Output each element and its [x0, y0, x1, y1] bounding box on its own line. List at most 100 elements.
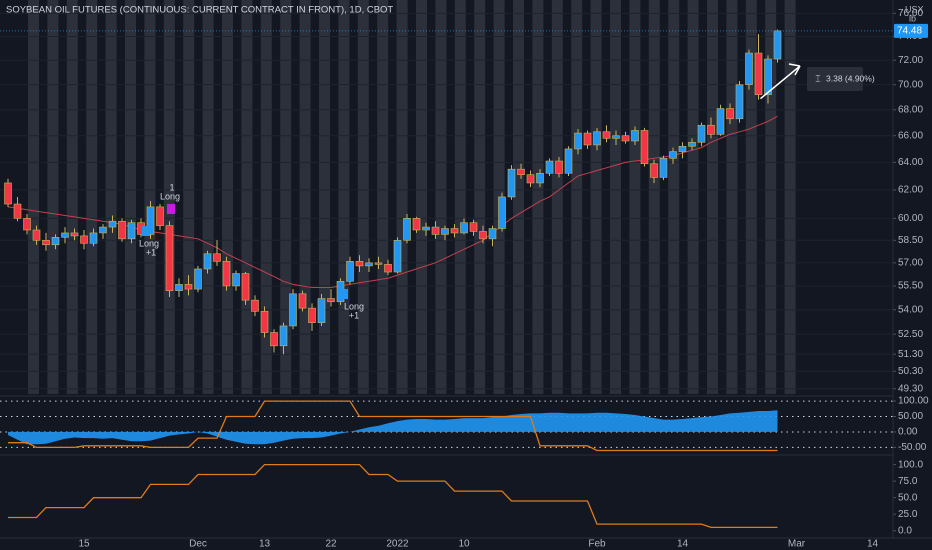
x-tick-label: 22 — [325, 539, 337, 550]
candle-body — [631, 130, 639, 142]
x-tick-label: Mar — [788, 539, 806, 550]
session-band — [784, 0, 796, 394]
session-band — [532, 0, 544, 394]
y-tick-label: 50.00 — [898, 411, 923, 422]
y-tick-label: 51.30 — [898, 349, 923, 360]
candle-body — [441, 228, 449, 235]
signal-label: +1 — [146, 247, 156, 257]
signal-label: Long — [160, 191, 180, 201]
signal-label: Long — [139, 238, 159, 248]
x-tick-label: Dec — [189, 539, 207, 550]
candle-body — [270, 332, 278, 347]
candle-body — [754, 52, 763, 95]
candle-body — [118, 220, 126, 240]
session-band — [707, 0, 718, 394]
session-band — [435, 0, 447, 394]
session-band — [629, 0, 641, 394]
y-tick-label: 57.00 — [898, 257, 923, 268]
candle-body — [422, 226, 430, 231]
signal-marker — [167, 204, 175, 214]
candle-body — [308, 307, 316, 323]
session-band — [86, 0, 98, 394]
session-band — [454, 0, 466, 394]
session-band — [687, 0, 699, 394]
candle-body — [146, 206, 155, 235]
candle-body — [279, 325, 288, 347]
y-tick-label: 49.30 — [898, 383, 923, 394]
y-tick-label: 76.00 — [898, 8, 923, 19]
last-price-label: 74.48 — [897, 25, 922, 36]
candle-body — [602, 131, 611, 139]
y-tick-label: 55.50 — [898, 281, 923, 292]
candle-body — [384, 264, 392, 273]
y-tick-label: 0.0 — [898, 525, 912, 536]
oscillator-area — [8, 410, 778, 445]
candle-body — [260, 311, 269, 333]
session-band — [28, 0, 39, 394]
candle-body — [593, 131, 601, 146]
candle-body — [621, 135, 630, 142]
candle-body — [156, 206, 164, 226]
chart-title: SOYBEAN OIL FUTURES (CONTINUOUS: CURRENT… — [6, 5, 393, 16]
session-band — [319, 0, 330, 394]
session-band — [299, 0, 311, 394]
candle-body — [32, 229, 41, 241]
candle-body — [726, 108, 734, 120]
candle-body — [289, 293, 297, 327]
candle-body — [479, 231, 487, 240]
signal-marker — [142, 226, 150, 236]
y-tick-label: 68.00 — [898, 104, 923, 115]
unit-label: USX — [905, 4, 924, 14]
candle-body — [13, 203, 22, 219]
session-band — [648, 0, 660, 394]
session-band — [590, 0, 602, 394]
y-tick-label: 70.00 — [898, 79, 923, 90]
candle-body — [640, 130, 649, 165]
measure-label: 3.38 (4.90%) — [826, 73, 875, 83]
candle-body — [735, 84, 744, 120]
candle-body — [469, 222, 478, 232]
session-band — [726, 0, 738, 394]
candle-body — [222, 261, 231, 287]
session-band — [551, 0, 563, 394]
session-band — [474, 0, 486, 394]
candle-body — [773, 30, 782, 60]
candle-body — [697, 124, 706, 143]
session-band — [47, 0, 59, 394]
session-band — [280, 0, 292, 394]
x-tick-label: 2022 — [386, 539, 409, 550]
signal-label: Long — [344, 301, 364, 311]
candle-body — [678, 145, 687, 152]
signal-marker — [340, 289, 348, 299]
x-tick-label: Feb — [588, 539, 606, 550]
candle-body — [165, 225, 174, 291]
candle-body — [574, 132, 582, 150]
y-tick-label: 100.0 — [898, 459, 923, 470]
candle-body — [583, 132, 592, 146]
measure-arrowhead — [788, 63, 801, 76]
candle-body — [346, 261, 354, 282]
candle-body — [251, 299, 259, 312]
x-tick-label: 13 — [259, 539, 271, 550]
session-band — [668, 0, 680, 394]
candle-body — [232, 273, 240, 287]
candle-body — [365, 262, 373, 267]
candle-body — [659, 158, 668, 178]
candle-body — [555, 160, 563, 174]
candle-body — [355, 261, 364, 267]
measure-icon: ⌶ — [815, 73, 820, 83]
x-tick-label: 14 — [677, 539, 689, 550]
y-tick-label: 58.50 — [898, 235, 923, 246]
y-tick-label: 66.00 — [898, 130, 923, 141]
candle-body — [194, 268, 202, 290]
session-band — [571, 0, 583, 394]
candle-body — [241, 273, 250, 301]
y-tick-label: 75.0 — [898, 476, 918, 487]
session-band — [416, 0, 427, 394]
candle-body — [650, 163, 658, 178]
candle-body — [707, 124, 715, 135]
candle-body — [536, 172, 544, 184]
unit-label: lb — [909, 13, 916, 23]
session-band — [144, 0, 156, 394]
candle-body — [374, 262, 383, 265]
